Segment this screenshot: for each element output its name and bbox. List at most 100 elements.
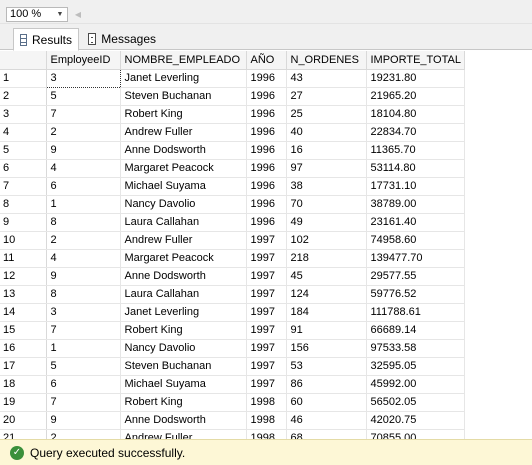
cell-n-ordenes[interactable]: 97 bbox=[286, 159, 366, 177]
cell-n-ordenes[interactable]: 70 bbox=[286, 195, 366, 213]
horizontal-scrollbar[interactable] bbox=[86, 10, 526, 19]
cell-employeeid[interactable]: 7 bbox=[46, 105, 120, 123]
cell-anio[interactable]: 1996 bbox=[246, 177, 286, 195]
cell-importe-total[interactable]: 56502.05 bbox=[366, 393, 464, 411]
cell-anio[interactable]: 1998 bbox=[246, 393, 286, 411]
cell-nombre-empleado[interactable]: Andrew Fuller bbox=[120, 231, 246, 249]
table-row[interactable]: 5 9 Anne Dodsworth 1996 16 11365.70 bbox=[0, 141, 464, 159]
cell-nombre-empleado[interactable]: Steven Buchanan bbox=[120, 87, 246, 105]
table-row[interactable]: 19 7 Robert King 1998 60 56502.05 bbox=[0, 393, 464, 411]
zoom-select[interactable]: 100 % ▼ bbox=[6, 7, 68, 22]
row-number[interactable]: 1 bbox=[0, 69, 46, 87]
cell-anio[interactable]: 1996 bbox=[246, 213, 286, 231]
column-header-nombre-empleado[interactable]: NOMBRE_EMPLEADO bbox=[120, 51, 246, 69]
cell-n-ordenes[interactable]: 45 bbox=[286, 267, 366, 285]
cell-employeeid[interactable]: 9 bbox=[46, 411, 120, 429]
cell-n-ordenes[interactable]: 53 bbox=[286, 357, 366, 375]
cell-n-ordenes[interactable]: 184 bbox=[286, 303, 366, 321]
row-number[interactable]: 6 bbox=[0, 159, 46, 177]
row-number[interactable]: 5 bbox=[0, 141, 46, 159]
cell-importe-total[interactable]: 21965.20 bbox=[366, 87, 464, 105]
cell-importe-total[interactable]: 45992.00 bbox=[366, 375, 464, 393]
cell-importe-total[interactable]: 17731.10 bbox=[366, 177, 464, 195]
cell-nombre-empleado[interactable]: Margaret Peacock bbox=[120, 159, 246, 177]
results-grid[interactable]: EmployeeID NOMBRE_EMPLEADO AÑO N_ORDENES… bbox=[0, 51, 532, 439]
cell-nombre-empleado[interactable]: Anne Dodsworth bbox=[120, 267, 246, 285]
column-header-anio[interactable]: AÑO bbox=[246, 51, 286, 69]
cell-importe-total[interactable]: 59776.52 bbox=[366, 285, 464, 303]
table-row[interactable]: 4 2 Andrew Fuller 1996 40 22834.70 bbox=[0, 123, 464, 141]
cell-nombre-empleado[interactable]: Laura Callahan bbox=[120, 285, 246, 303]
row-number[interactable]: 18 bbox=[0, 375, 46, 393]
tab-messages[interactable]: Messages bbox=[82, 28, 162, 50]
cell-employeeid[interactable]: 1 bbox=[46, 339, 120, 357]
table-row[interactable]: 8 1 Nancy Davolio 1996 70 38789.00 bbox=[0, 195, 464, 213]
cell-n-ordenes[interactable]: 49 bbox=[286, 213, 366, 231]
cell-employeeid[interactable]: 2 bbox=[46, 123, 120, 141]
scroll-left-icon[interactable]: ◀ bbox=[73, 7, 83, 22]
cell-importe-total[interactable]: 53114.80 bbox=[366, 159, 464, 177]
cell-nombre-empleado[interactable]: Janet Leverling bbox=[120, 69, 246, 87]
cell-n-ordenes[interactable]: 91 bbox=[286, 321, 366, 339]
row-number[interactable]: 12 bbox=[0, 267, 46, 285]
cell-nombre-empleado[interactable]: Robert King bbox=[120, 393, 246, 411]
cell-importe-total[interactable]: 111788.61 bbox=[366, 303, 464, 321]
cell-importe-total[interactable]: 74958.60 bbox=[366, 231, 464, 249]
table-row[interactable]: 17 5 Steven Buchanan 1997 53 32595.05 bbox=[0, 357, 464, 375]
cell-anio[interactable]: 1996 bbox=[246, 123, 286, 141]
cell-n-ordenes[interactable]: 124 bbox=[286, 285, 366, 303]
cell-employeeid[interactable]: 5 bbox=[46, 357, 120, 375]
cell-anio[interactable]: 1997 bbox=[246, 375, 286, 393]
cell-n-ordenes[interactable]: 38 bbox=[286, 177, 366, 195]
cell-importe-total[interactable]: 139477.70 bbox=[366, 249, 464, 267]
cell-n-ordenes[interactable]: 43 bbox=[286, 69, 366, 87]
cell-nombre-empleado[interactable]: Michael Suyama bbox=[120, 177, 246, 195]
cell-employeeid[interactable]: 8 bbox=[46, 213, 120, 231]
column-header-employeeid[interactable]: EmployeeID bbox=[46, 51, 120, 69]
row-number[interactable]: 9 bbox=[0, 213, 46, 231]
table-row[interactable]: 15 7 Robert King 1997 91 66689.14 bbox=[0, 321, 464, 339]
table-row[interactable]: 12 9 Anne Dodsworth 1997 45 29577.55 bbox=[0, 267, 464, 285]
cell-employeeid[interactable]: 5 bbox=[46, 87, 120, 105]
cell-employeeid[interactable]: 3 bbox=[46, 69, 120, 87]
table-row[interactable]: 16 1 Nancy Davolio 1997 156 97533.58 bbox=[0, 339, 464, 357]
cell-importe-total[interactable]: 97533.58 bbox=[366, 339, 464, 357]
table-row[interactable]: 20 9 Anne Dodsworth 1998 46 42020.75 bbox=[0, 411, 464, 429]
cell-nombre-empleado[interactable]: Nancy Davolio bbox=[120, 195, 246, 213]
cell-anio[interactable]: 1996 bbox=[246, 105, 286, 123]
cell-importe-total[interactable]: 70855.00 bbox=[366, 429, 464, 439]
cell-n-ordenes[interactable]: 40 bbox=[286, 123, 366, 141]
cell-n-ordenes[interactable]: 60 bbox=[286, 393, 366, 411]
cell-anio[interactable]: 1997 bbox=[246, 285, 286, 303]
cell-employeeid[interactable]: 7 bbox=[46, 393, 120, 411]
row-number[interactable]: 14 bbox=[0, 303, 46, 321]
cell-nombre-empleado[interactable]: Anne Dodsworth bbox=[120, 411, 246, 429]
cell-anio[interactable]: 1996 bbox=[246, 159, 286, 177]
cell-employeeid[interactable]: 4 bbox=[46, 249, 120, 267]
row-number[interactable]: 8 bbox=[0, 195, 46, 213]
cell-n-ordenes[interactable]: 86 bbox=[286, 375, 366, 393]
row-number[interactable]: 3 bbox=[0, 105, 46, 123]
row-number[interactable]: 13 bbox=[0, 285, 46, 303]
cell-anio[interactable]: 1998 bbox=[246, 429, 286, 439]
cell-employeeid[interactable]: 3 bbox=[46, 303, 120, 321]
table-row[interactable]: 14 3 Janet Leverling 1997 184 111788.61 bbox=[0, 303, 464, 321]
cell-nombre-empleado[interactable]: Steven Buchanan bbox=[120, 357, 246, 375]
cell-anio[interactable]: 1996 bbox=[246, 87, 286, 105]
cell-employeeid[interactable]: 6 bbox=[46, 177, 120, 195]
cell-importe-total[interactable]: 38789.00 bbox=[366, 195, 464, 213]
cell-anio[interactable]: 1998 bbox=[246, 411, 286, 429]
cell-n-ordenes[interactable]: 68 bbox=[286, 429, 366, 439]
table-row[interactable]: 7 6 Michael Suyama 1996 38 17731.10 bbox=[0, 177, 464, 195]
cell-importe-total[interactable]: 22834.70 bbox=[366, 123, 464, 141]
table-row[interactable]: 9 8 Laura Callahan 1996 49 23161.40 bbox=[0, 213, 464, 231]
cell-employeeid[interactable]: 9 bbox=[46, 267, 120, 285]
row-number[interactable]: 11 bbox=[0, 249, 46, 267]
table-row[interactable]: 11 4 Margaret Peacock 1997 218 139477.70 bbox=[0, 249, 464, 267]
cell-nombre-empleado[interactable]: Nancy Davolio bbox=[120, 339, 246, 357]
table-row[interactable]: 18 6 Michael Suyama 1997 86 45992.00 bbox=[0, 375, 464, 393]
chevron-down-icon[interactable]: ▼ bbox=[54, 8, 66, 21]
cell-employeeid[interactable]: 8 bbox=[46, 285, 120, 303]
cell-anio[interactable]: 1996 bbox=[246, 195, 286, 213]
cell-n-ordenes[interactable]: 156 bbox=[286, 339, 366, 357]
